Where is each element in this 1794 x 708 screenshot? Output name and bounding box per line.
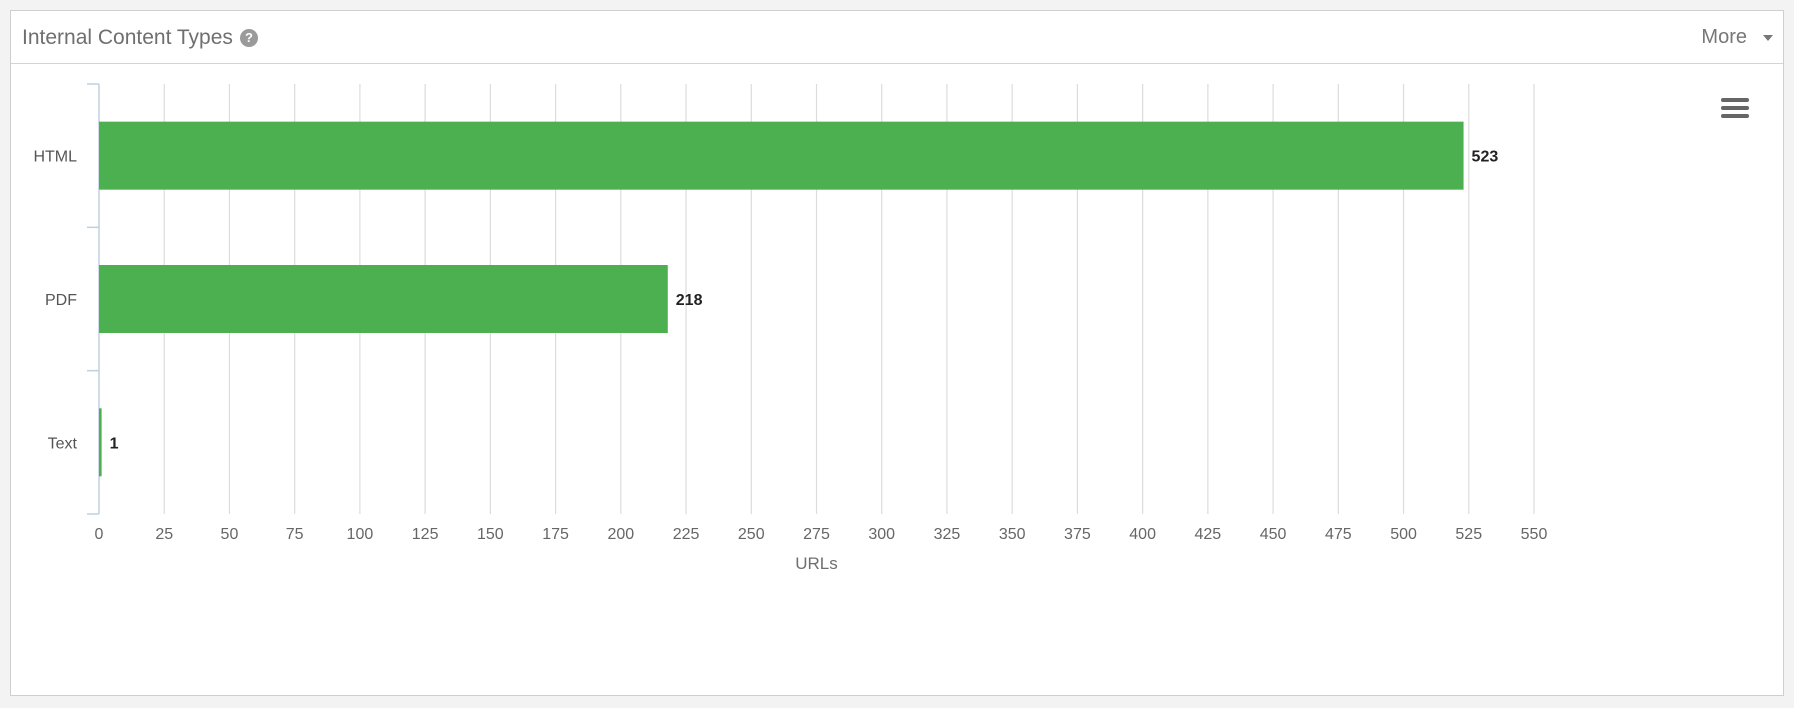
more-dropdown-button[interactable]: More bbox=[1701, 26, 1773, 49]
data-labels: 523 218 1 bbox=[110, 149, 1499, 453]
panel-title: Internal Content Types ? bbox=[22, 26, 258, 50]
x-tick-label: 225 bbox=[673, 526, 700, 543]
x-tick-label: 400 bbox=[1129, 526, 1156, 543]
x-tick-label: 550 bbox=[1521, 526, 1548, 543]
x-tick-label: 300 bbox=[868, 526, 895, 543]
question-circle-icon[interactable]: ? bbox=[239, 29, 258, 47]
x-tick-label: 125 bbox=[412, 526, 439, 543]
category-labels: HTML PDF Text bbox=[33, 149, 77, 453]
data-label: 523 bbox=[1472, 149, 1499, 166]
x-tick-label: 375 bbox=[1064, 526, 1091, 543]
x-tick-label: 275 bbox=[803, 526, 830, 543]
x-tick-label: 475 bbox=[1325, 526, 1352, 543]
x-tick-label: 175 bbox=[542, 526, 569, 543]
hamburger-menu-icon[interactable] bbox=[1721, 98, 1749, 122]
x-tick-label: 425 bbox=[1195, 526, 1222, 543]
category-label: PDF bbox=[45, 292, 77, 309]
category-label: Text bbox=[48, 435, 78, 452]
bar bbox=[99, 265, 668, 333]
x-tick-label: 325 bbox=[934, 526, 961, 543]
x-tick-label: 0 bbox=[95, 526, 104, 543]
bar bbox=[99, 408, 102, 477]
bar bbox=[99, 121, 1464, 190]
x-tick-label: 25 bbox=[155, 526, 173, 543]
bar-chart: 523 218 1 0 25 50 75 100 125 150 175 200 225 250 275 3… bbox=[33, 83, 1548, 573]
more-label: More bbox=[1701, 26, 1747, 48]
x-tick-label: 500 bbox=[1390, 526, 1417, 543]
x-tick-label: 350 bbox=[999, 526, 1026, 543]
caret-down-icon bbox=[1763, 34, 1773, 41]
x-tick-label: 100 bbox=[347, 526, 374, 543]
x-tick-label: 50 bbox=[221, 526, 239, 543]
x-tick-labels: 0 25 50 75 100 125 150 175 200 225 250 275 300 325 350… bbox=[95, 526, 1548, 543]
bars bbox=[99, 121, 1464, 477]
data-label: 1 bbox=[110, 435, 119, 452]
panel-header: Internal Content Types ? More bbox=[11, 11, 1783, 64]
x-tick-label: 450 bbox=[1260, 526, 1287, 543]
panel-title-text: Internal Content Types bbox=[22, 26, 233, 49]
x-tick-label: 250 bbox=[738, 526, 765, 543]
content-types-panel: Internal Content Types ? More 523 218 1 0 2… bbox=[10, 10, 1784, 696]
x-axis-title: URLs bbox=[795, 554, 838, 573]
x-tick-label: 150 bbox=[477, 526, 504, 543]
x-tick-label: 525 bbox=[1455, 526, 1482, 543]
category-axis bbox=[87, 83, 100, 515]
x-tick-label: 75 bbox=[286, 526, 304, 543]
x-tick-label: 200 bbox=[607, 526, 634, 543]
data-label: 218 bbox=[676, 292, 703, 309]
category-label: HTML bbox=[33, 149, 77, 166]
